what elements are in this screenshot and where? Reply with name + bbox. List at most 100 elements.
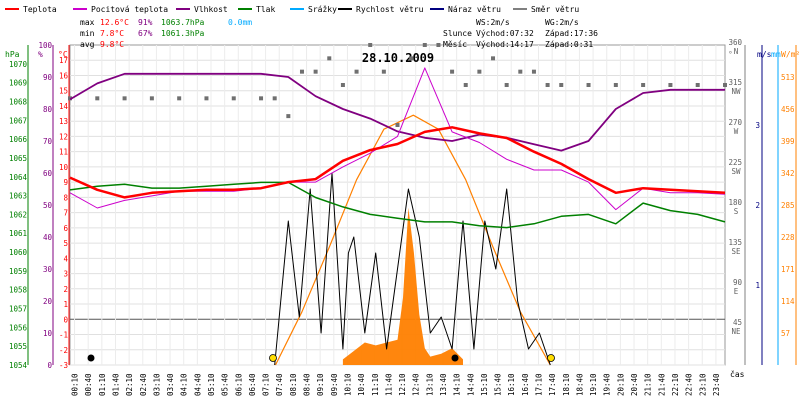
direction-point: [395, 123, 400, 127]
unit-wm2: W/m²: [781, 50, 800, 59]
direction-tick-label: N: [734, 47, 739, 56]
direction-tick-value: 135: [728, 238, 742, 247]
pressure-tick-label: 1064: [9, 173, 28, 182]
direction-point: [299, 69, 304, 74]
x-tick-label: 01:40: [111, 373, 120, 396]
direction-point: [586, 83, 591, 87]
direction-point: [491, 56, 496, 61]
radiation-area-path: [342, 207, 463, 365]
wind-speed-text: WS:2m/s: [476, 18, 510, 27]
temperature-tick-label: 11: [59, 148, 68, 157]
legend: Teplota Pocitová teplota Vlhkost Tlak Srážky…: [5, 5, 579, 14]
direction-point: [327, 56, 332, 61]
x-tick-label: 16:10: [507, 373, 516, 396]
stats-max-rain: 0.0mm: [228, 18, 252, 27]
direction-tick-value: 315: [728, 78, 742, 87]
direction-point: [409, 56, 414, 61]
wind-speed-line: [274, 172, 551, 366]
direction-point: [204, 96, 209, 101]
legend-label: Srážky: [308, 5, 337, 14]
temperature-tick-label: 15: [59, 87, 68, 96]
x-tick-label: 12:10: [398, 373, 407, 396]
x-tick-label: 14:10: [453, 373, 462, 396]
temperature-tick-label: 12: [59, 132, 68, 141]
x-tick-label: 21:40: [657, 373, 666, 396]
x-tick-label: 01:10: [98, 373, 107, 396]
radiation-tick-label: 114: [781, 297, 795, 306]
x-tick-label: 12:40: [412, 373, 421, 396]
x-tick-label: 21:10: [644, 373, 653, 396]
temperature-tick-label: -1: [59, 331, 68, 340]
direction-point: [668, 83, 673, 87]
direction-point: [177, 96, 182, 101]
humidity-tick-label: 30: [43, 265, 53, 274]
plot-area: [69, 44, 726, 366]
temperature-tick-label: 7: [63, 209, 68, 218]
radiation-tick-label: 342: [781, 169, 795, 178]
humidity-tick-label: 70: [43, 137, 53, 146]
x-tick-label: 05:40: [221, 373, 230, 396]
sun-markers: [87, 354, 555, 362]
x-tick-label: 00:10: [71, 373, 80, 396]
direction-point: [381, 69, 386, 74]
radiation-tick-label: 399: [781, 137, 795, 146]
unit-pct: %: [38, 50, 43, 59]
x-tick-label: 19:40: [603, 373, 612, 396]
direction-point: [286, 114, 291, 119]
radiation-tick-label: 456: [781, 105, 795, 114]
humidity-tick-label: 40: [43, 233, 53, 242]
pressure-tick-label: 1063: [9, 192, 27, 201]
x-tick-label: 02:40: [139, 373, 148, 396]
moonrise-marker: [451, 354, 459, 362]
pressure-tick-label: 1059: [9, 267, 27, 276]
wind-gust-text: WG:2m/s: [545, 18, 579, 27]
speed-tick-label: 2: [755, 201, 760, 210]
stats-min-press: 1061.3hPa: [161, 29, 205, 38]
pressure-tick-label: 1054: [9, 361, 28, 370]
humidity-tick-label: 80: [43, 105, 53, 114]
x-tick-label: 06:10: [234, 373, 243, 396]
x-tick-label: 18:40: [575, 373, 584, 396]
moon-set: Západ:0:31: [545, 40, 593, 49]
grid: [70, 45, 725, 366]
wind-speed-polyline: [274, 172, 551, 366]
direction-tick-value: 360: [728, 38, 742, 47]
pressure-tick-label: 1069: [9, 79, 27, 88]
humidity-tick-label: 10: [43, 329, 53, 338]
direction-point: [504, 83, 509, 87]
stats-avg-label: avg: [80, 40, 95, 49]
direction-point: [463, 83, 468, 87]
direction-point: [149, 96, 154, 101]
humidity-tick-label: 60: [43, 169, 53, 178]
temperature-tick-label: -3: [59, 361, 68, 370]
wind-direction-points: [68, 43, 727, 127]
direction-point: [695, 83, 700, 87]
direction-point: [259, 96, 264, 101]
temperature-tick-label: 17: [59, 56, 68, 65]
x-tick-label: 16:40: [521, 373, 530, 396]
humidity-line: [69, 72, 725, 152]
direction-point: [231, 96, 236, 101]
direction-point: [613, 83, 618, 87]
legend-label: Teplota: [23, 5, 57, 14]
pressure-tick-label: 1056: [9, 323, 28, 332]
stats-max-hum: 91%: [138, 18, 153, 27]
x-tick-label: 15:10: [480, 373, 489, 396]
temperature-tick-label: 0: [63, 315, 68, 324]
direction-point: [122, 96, 127, 101]
x-tick-label: 20:10: [616, 373, 625, 396]
direction-point: [422, 43, 427, 47]
temperature-tick-label: 6: [63, 224, 68, 233]
stats-min-temp: 7.8°C: [100, 29, 124, 38]
x-tick-label: 04:10: [180, 373, 189, 396]
x-tick-label: 14:40: [466, 373, 475, 396]
temperature-tick-label: 4: [63, 254, 68, 263]
direction-point: [68, 96, 72, 101]
pressure-tick-label: 1068: [9, 97, 28, 106]
pressure-line: [69, 181, 726, 229]
pressure-tick-label: 1065: [9, 154, 27, 163]
direction-tick-value: 90: [733, 278, 743, 287]
sunset-marker: [547, 354, 555, 362]
